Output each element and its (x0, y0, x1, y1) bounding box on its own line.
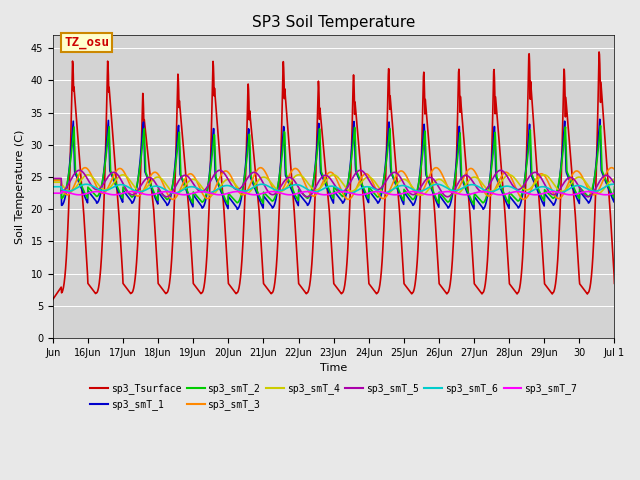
sp3_smT_7 (58, 189, 65, 194)
sp3_smT_6 (319, 186, 326, 192)
sp3_smT_3 (467, 166, 474, 171)
sp3_smT_1 (319, 176, 327, 182)
sp3_smT_6 (49, 184, 56, 190)
Line: sp3_smT_6: sp3_smT_6 (52, 184, 614, 193)
sp3_Tsurface (49, 297, 56, 302)
sp3_smT_2 (308, 184, 316, 190)
sp3_smT_6 (549, 188, 557, 193)
sp3_smT_1 (604, 184, 612, 190)
sp3_smT_6 (611, 181, 618, 187)
sp3_smT_7 (467, 192, 474, 197)
sp3_smT_3 (257, 165, 264, 170)
sp3_smT_7 (602, 192, 609, 198)
sp3_smT_2 (470, 202, 478, 207)
sp3_smT_1 (596, 116, 604, 122)
sp3_smT_4 (549, 180, 557, 186)
sp3_smT_3 (611, 167, 618, 172)
sp3_smT_3 (604, 168, 612, 173)
sp3_smT_7 (137, 191, 145, 196)
sp3_smT_4 (49, 180, 56, 185)
Line: sp3_smT_3: sp3_smT_3 (52, 168, 614, 199)
Line: sp3_smT_7: sp3_smT_7 (52, 192, 614, 195)
sp3_smT_7 (548, 189, 556, 194)
sp3_smT_2 (49, 178, 56, 183)
sp3_smT_4 (207, 192, 214, 198)
sp3_Tsurface (548, 291, 556, 297)
sp3_smT_3 (169, 196, 177, 202)
Line: sp3_smT_4: sp3_smT_4 (52, 175, 614, 195)
sp3_Tsurface (611, 280, 618, 286)
sp3_smT_7 (604, 192, 612, 198)
sp3_smT_3 (549, 190, 557, 195)
sp3_smT_1 (611, 187, 618, 193)
sp3_smT_5 (319, 173, 327, 179)
X-axis label: Time: Time (320, 363, 348, 373)
sp3_smT_4 (137, 188, 145, 194)
sp3_smT_5 (467, 176, 474, 181)
sp3_smT_5 (604, 173, 612, 179)
sp3_Tsurface (466, 211, 474, 216)
sp3_smT_4 (309, 186, 317, 192)
sp3_Tsurface (595, 49, 603, 55)
sp3_Tsurface (137, 169, 145, 175)
sp3_smT_5 (549, 192, 557, 198)
sp3_smT_2 (596, 123, 604, 129)
sp3_smT_3 (309, 193, 317, 199)
sp3_smT_7 (308, 189, 316, 195)
sp3_smT_4 (611, 177, 618, 182)
sp3_smT_5 (611, 180, 618, 186)
sp3_smT_1 (234, 206, 241, 212)
sp3_smT_6 (308, 189, 316, 194)
sp3_smT_7 (611, 190, 618, 196)
sp3_smT_2 (548, 195, 556, 201)
sp3_smT_5 (356, 168, 364, 173)
sp3_smT_5 (308, 190, 316, 195)
sp3_smT_6 (467, 182, 474, 188)
sp3_Tsurface (604, 171, 611, 177)
sp3_smT_3 (49, 178, 56, 183)
sp3_smT_4 (295, 172, 303, 178)
Line: sp3_smT_2: sp3_smT_2 (52, 126, 614, 204)
Line: sp3_smT_5: sp3_smT_5 (52, 170, 614, 197)
sp3_smT_1 (548, 201, 556, 206)
sp3_smT_5 (137, 183, 145, 189)
sp3_smT_1 (137, 153, 145, 159)
sp3_Tsurface (308, 256, 316, 262)
sp3_smT_6 (346, 190, 353, 196)
sp3_smT_7 (49, 190, 56, 196)
Line: sp3_Tsurface: sp3_Tsurface (52, 52, 614, 300)
sp3_smT_3 (320, 178, 328, 183)
Legend: sp3_Tsurface, sp3_smT_1, sp3_smT_2, sp3_smT_3, sp3_smT_4, sp3_smT_5, sp3_smT_6, : sp3_Tsurface, sp3_smT_1, sp3_smT_2, sp3_… (86, 379, 580, 414)
Text: TZ_osu: TZ_osu (64, 36, 109, 49)
sp3_smT_5 (49, 176, 56, 181)
sp3_smT_1 (49, 178, 56, 183)
sp3_smT_7 (319, 192, 327, 198)
sp3_smT_6 (604, 182, 612, 188)
sp3_Tsurface (319, 137, 326, 143)
sp3_smT_1 (467, 198, 474, 204)
Title: SP3 Soil Temperature: SP3 Soil Temperature (252, 15, 415, 30)
sp3_smT_4 (467, 176, 474, 181)
sp3_smT_2 (137, 159, 145, 165)
sp3_smT_2 (466, 194, 474, 200)
sp3_smT_5 (303, 194, 311, 200)
sp3_smT_2 (611, 184, 618, 190)
sp3_smT_2 (319, 172, 326, 178)
Line: sp3_smT_1: sp3_smT_1 (52, 119, 614, 209)
sp3_smT_1 (308, 185, 316, 191)
Y-axis label: Soil Temperature (C): Soil Temperature (C) (15, 130, 25, 244)
sp3_smT_4 (604, 181, 612, 187)
sp3_smT_2 (604, 182, 612, 188)
sp3_smT_4 (320, 181, 328, 187)
sp3_smT_6 (433, 181, 441, 187)
sp3_smT_6 (137, 189, 145, 194)
sp3_smT_3 (137, 192, 145, 197)
